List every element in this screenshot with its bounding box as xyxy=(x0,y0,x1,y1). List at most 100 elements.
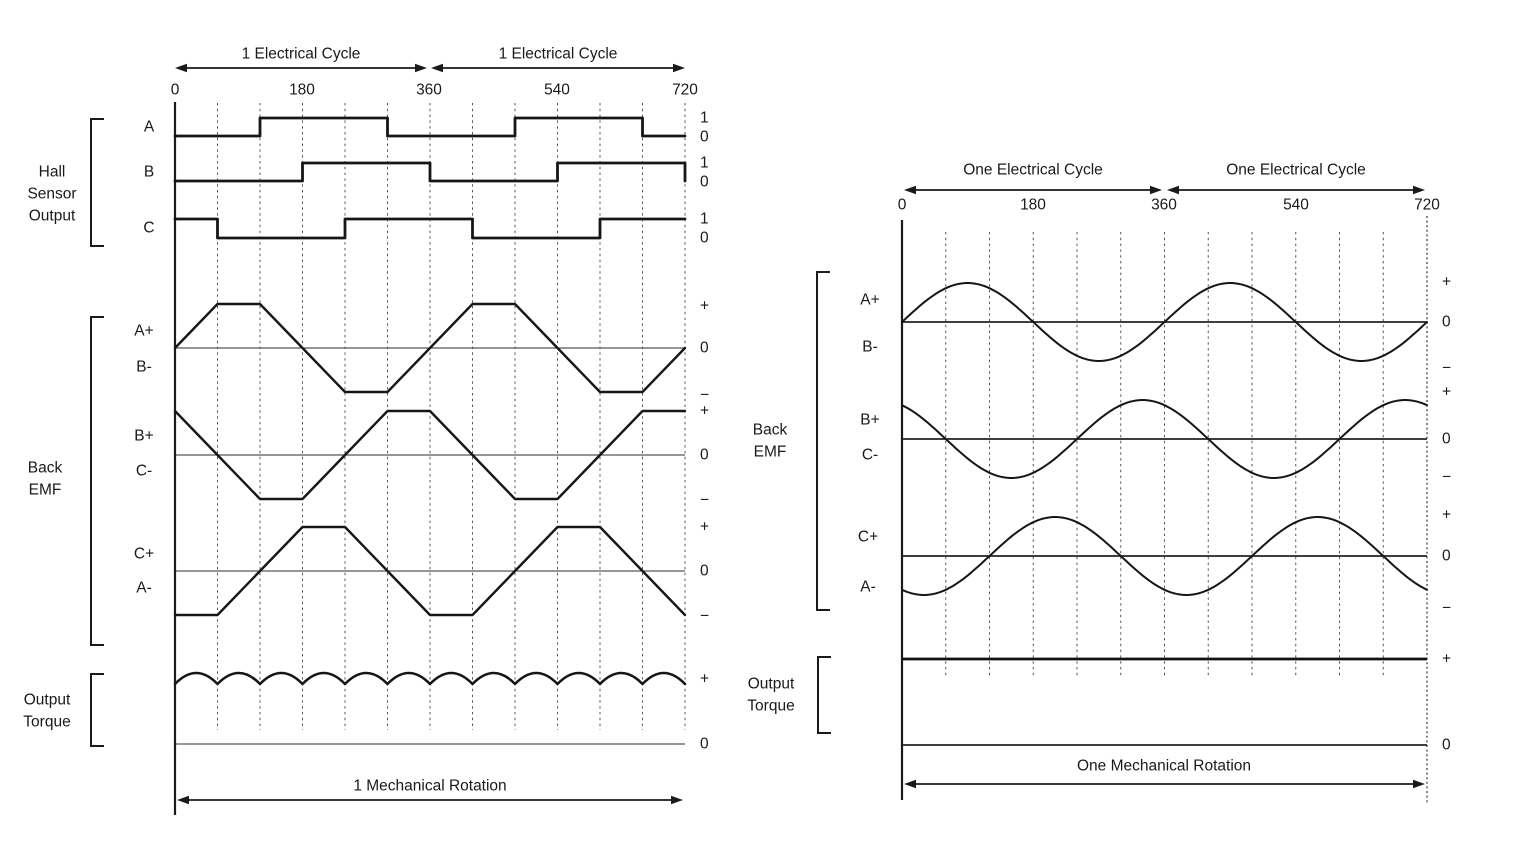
left-emf-row2-plus: + xyxy=(700,403,709,420)
right-emf-row3-pos-label: C+ xyxy=(858,529,878,546)
hall-c-level-0: 0 xyxy=(700,230,709,247)
left-emf-trace-cpos xyxy=(173,525,687,617)
hall-b-trace xyxy=(173,161,687,183)
hall-c-level-1: 1 xyxy=(700,211,709,228)
left-output-torque-bracket xyxy=(90,673,104,747)
right-emf-row3-plus: + xyxy=(1442,507,1451,524)
right-emf-row2-neg-label: C- xyxy=(862,447,878,464)
right-axis-tick-180: 180 xyxy=(1020,197,1046,214)
left-emf-row1-zero: 0 xyxy=(700,340,709,357)
left-cycle-arrow-2-head-left xyxy=(431,63,443,73)
left-axis-tick-360: 360 xyxy=(416,82,442,99)
left-emf-trace-apos xyxy=(173,302,687,394)
right-emf-row1-pos-label: A+ xyxy=(860,292,879,309)
right-emf-row1-plus: + xyxy=(1442,274,1451,291)
right-emf-trace-cpos xyxy=(901,516,1428,596)
right-emf-row2-minus: − xyxy=(1442,469,1451,486)
right-emf-row2-plus: + xyxy=(1442,384,1451,401)
right-emf-trace-apos xyxy=(901,282,1428,362)
hall-signal-label-c: C xyxy=(143,220,154,237)
right-axis-tick-720: 720 xyxy=(1414,197,1440,214)
hall-group-label-line2: Sensor xyxy=(27,186,76,203)
left-emf-row1-pos-label: A+ xyxy=(134,323,153,340)
right-torque-plus: + xyxy=(1442,651,1451,668)
right-cycle-arrow-2-head-right xyxy=(1413,185,1425,195)
left-axis-tick-540: 540 xyxy=(544,82,570,99)
left-cycle-arrow-1-head-left xyxy=(175,63,187,73)
left-back-emf-label-line1: Back xyxy=(28,460,63,477)
hall-signal-label-a: A xyxy=(144,119,155,136)
right-cycle-arrow-1-head-right xyxy=(1150,185,1162,195)
hall-a-level-1: 1 xyxy=(700,110,709,127)
right-cycle-label-1: One Electrical Cycle xyxy=(963,162,1103,179)
right-rotation-label: One Mechanical Rotation xyxy=(1077,758,1251,775)
left-output-torque-label-line2: Torque xyxy=(23,714,70,731)
right-axis-tick-360: 360 xyxy=(1151,197,1177,214)
left-rotation-arrow-head-right xyxy=(671,795,683,805)
right-emf-row3-minus: − xyxy=(1442,600,1451,617)
right-axis-tick-0: 0 xyxy=(898,197,907,214)
hall-b-level-1: 1 xyxy=(700,155,709,172)
right-emf-row1-neg-label: B- xyxy=(862,339,878,356)
left-axis-tick-0: 0 xyxy=(171,82,180,99)
left-emf-trace-bpos xyxy=(173,409,687,501)
hall-signal-label-b: B xyxy=(144,164,154,181)
right-cycle-arrow-2-head-left xyxy=(1167,185,1179,195)
left-cycle-label-2: 1 Electrical Cycle xyxy=(499,46,618,63)
left-emf-row1-plus: + xyxy=(700,298,709,315)
right-back-emf-bracket xyxy=(816,271,830,611)
right-back-emf-label-line2: EMF xyxy=(754,444,787,461)
right-axis-tick-540: 540 xyxy=(1283,197,1309,214)
left-torque-plus: + xyxy=(700,671,709,688)
hall-group-label-line3: Output xyxy=(29,208,76,225)
right-rotation-arrow-head-left xyxy=(904,779,916,789)
left-emf-row3-pos-label: C+ xyxy=(134,546,154,563)
left-emf-row2-minus: − xyxy=(700,492,709,509)
left-emf-row1-neg-label: B- xyxy=(136,359,152,376)
left-diagram: 1 Electrical Cycle 1 Electrical Cycle 0 … xyxy=(23,46,709,815)
left-emf-row1-minus: − xyxy=(700,387,709,404)
left-cycle-label-1: 1 Electrical Cycle xyxy=(242,46,361,63)
hall-a-level-0: 0 xyxy=(700,129,709,146)
left-back-emf-label-line2: EMF xyxy=(29,482,62,499)
right-cycle-arrow-1-head-left xyxy=(904,185,916,195)
right-emf-row2-pos-label: B+ xyxy=(860,412,879,429)
right-diagram: One Electrical Cycle One Electrical Cycl… xyxy=(747,162,1451,803)
right-output-torque-bracket xyxy=(817,656,831,734)
left-cycle-arrow-2-head-right xyxy=(673,63,685,73)
left-emf-row3-minus: − xyxy=(700,608,709,625)
right-emf-row2-zero: 0 xyxy=(1442,431,1451,448)
left-emf-row3-plus: + xyxy=(700,519,709,536)
right-cycle-label-2: One Electrical Cycle xyxy=(1226,162,1366,179)
right-emf-row3-neg-label: A- xyxy=(860,579,876,596)
left-axis-tick-180: 180 xyxy=(289,82,315,99)
left-torque-zero: 0 xyxy=(700,736,709,753)
right-output-torque-label-line2: Torque xyxy=(747,698,794,715)
right-emf-row3-zero: 0 xyxy=(1442,548,1451,565)
right-torque-zero: 0 xyxy=(1442,737,1451,754)
hall-group-bracket xyxy=(90,118,104,247)
right-emf-row1-zero: 0 xyxy=(1442,314,1451,331)
left-rotation-arrow-head-left xyxy=(177,795,189,805)
left-rotation-label: 1 Mechanical Rotation xyxy=(353,778,506,795)
left-axis-tick-720: 720 xyxy=(672,82,698,99)
right-rotation-arrow-head-right xyxy=(1413,779,1425,789)
left-emf-row2-zero: 0 xyxy=(700,447,709,464)
hall-b-level-0: 0 xyxy=(700,174,709,191)
left-output-torque-label-line1: Output xyxy=(24,692,71,709)
right-output-torque-label-line1: Output xyxy=(748,676,795,693)
hall-a-trace xyxy=(173,116,687,138)
left-emf-row3-zero: 0 xyxy=(700,563,709,580)
left-emf-row2-pos-label: B+ xyxy=(134,428,153,445)
right-back-emf-label-line1: Back xyxy=(753,422,788,439)
hall-group-label-line1: Hall xyxy=(39,164,66,181)
right-emf-row1-minus: − xyxy=(1442,360,1451,377)
hall-c-trace xyxy=(173,217,687,240)
left-emf-row3-neg-label: A- xyxy=(136,580,152,597)
left-torque-ripple-trace xyxy=(173,671,687,686)
left-back-emf-bracket xyxy=(90,316,104,646)
right-emf-trace-bpos xyxy=(901,399,1428,479)
left-cycle-arrow-1-head-right xyxy=(415,63,427,73)
left-emf-row2-neg-label: C- xyxy=(136,463,152,480)
